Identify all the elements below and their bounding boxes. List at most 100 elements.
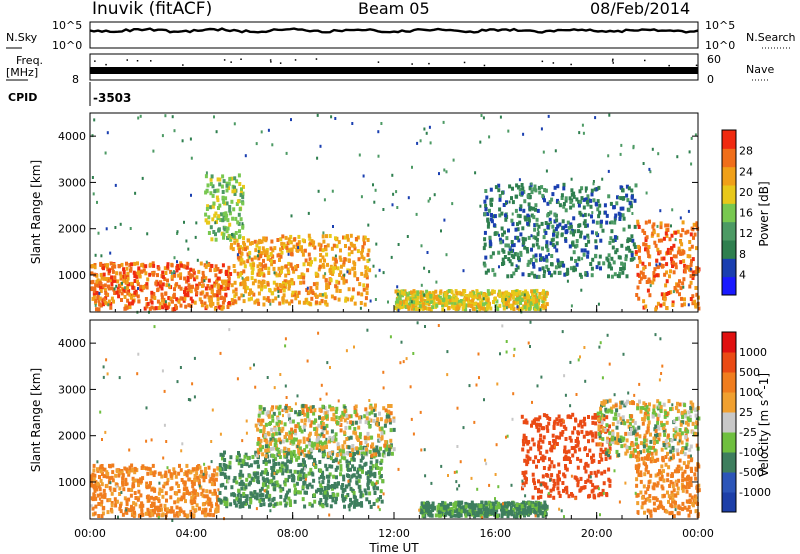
data-cell <box>521 447 525 452</box>
data-cell <box>110 491 114 496</box>
data-cell <box>198 506 201 511</box>
data-cell <box>407 306 411 311</box>
data-cell <box>426 251 429 254</box>
data-cell <box>213 281 217 286</box>
data-cell <box>594 187 598 192</box>
data-cell <box>214 491 217 496</box>
data-cell <box>313 499 317 504</box>
data-cell <box>539 308 542 312</box>
data-cell <box>106 131 109 135</box>
data-cell <box>270 478 274 483</box>
data-cell <box>190 496 194 501</box>
data-cell <box>466 509 470 514</box>
data-cell <box>259 503 263 507</box>
data-cell <box>556 486 560 491</box>
data-cell <box>238 182 242 186</box>
data-cell <box>534 188 538 193</box>
data-cell <box>479 300 483 305</box>
data-cell <box>207 295 211 300</box>
data-cell <box>599 447 603 452</box>
data-cell <box>505 509 509 514</box>
data-cell <box>639 276 643 281</box>
data-cell <box>206 204 210 209</box>
data-cell <box>537 298 541 303</box>
data-cell <box>275 501 279 506</box>
data-cell <box>211 193 215 198</box>
data-cell <box>232 289 236 294</box>
data-cell <box>379 495 382 499</box>
data-cell <box>198 281 202 286</box>
data-cell <box>576 479 580 484</box>
data-cell <box>498 197 502 202</box>
data-cell <box>483 508 487 513</box>
data-cell <box>149 481 152 486</box>
data-cell <box>130 281 134 286</box>
data-cell <box>454 296 458 301</box>
data-cell <box>259 254 263 259</box>
data-cell <box>486 224 490 229</box>
data-cell <box>579 419 583 424</box>
data-cell <box>173 470 177 475</box>
data-cell <box>271 248 275 253</box>
data-cell <box>608 455 612 460</box>
data-cell <box>91 279 95 284</box>
data-cell <box>525 247 529 251</box>
data-cell <box>276 286 280 291</box>
data-cell <box>595 265 599 270</box>
data-cell <box>122 270 126 274</box>
data-cell <box>597 261 601 266</box>
data-cell <box>297 463 301 467</box>
data-cell <box>559 431 563 436</box>
data-cell <box>505 306 508 310</box>
data-cell <box>396 206 399 209</box>
data-cell <box>257 418 261 423</box>
data-cell <box>279 254 283 259</box>
data-cell <box>239 190 243 195</box>
data-cell <box>310 484 314 489</box>
data-cell <box>633 256 636 260</box>
data-cell <box>658 250 662 255</box>
data-cell <box>382 208 385 211</box>
data-cell <box>472 511 475 516</box>
data-cell <box>322 239 326 244</box>
data-cell <box>309 289 313 294</box>
data-cell <box>310 420 314 425</box>
data-cell <box>119 274 123 279</box>
data-cell <box>210 237 214 242</box>
data-cell <box>204 212 208 217</box>
data-cell <box>286 241 290 246</box>
data-cell <box>350 250 354 255</box>
data-cell <box>324 278 328 283</box>
data-cell <box>222 211 226 216</box>
data-cell <box>245 462 249 467</box>
data-cell <box>111 278 115 283</box>
data-cell <box>158 284 162 289</box>
data-cell <box>690 259 693 264</box>
data-cell <box>297 412 301 417</box>
data-cell <box>402 299 406 304</box>
data-cell <box>595 231 598 236</box>
data-cell <box>541 296 545 301</box>
data-cell <box>593 187 596 191</box>
data-cell <box>308 301 312 306</box>
data-cell <box>259 447 263 452</box>
data-cell <box>139 287 143 292</box>
data-cell <box>347 445 351 450</box>
data-cell <box>224 283 228 288</box>
data-cell <box>156 299 160 304</box>
data-cell <box>362 174 365 178</box>
data-cell <box>373 413 377 418</box>
data-cell <box>91 506 95 511</box>
data-cell <box>294 437 298 442</box>
data-cell <box>608 240 612 245</box>
data-cell <box>655 263 658 267</box>
data-cell <box>230 176 234 181</box>
data-cell <box>451 298 455 303</box>
data-cell <box>497 505 501 510</box>
data-cell <box>570 446 574 450</box>
data-cell <box>240 486 244 491</box>
data-cell <box>591 257 595 262</box>
data-cell <box>660 238 664 243</box>
data-cell <box>537 227 539 231</box>
